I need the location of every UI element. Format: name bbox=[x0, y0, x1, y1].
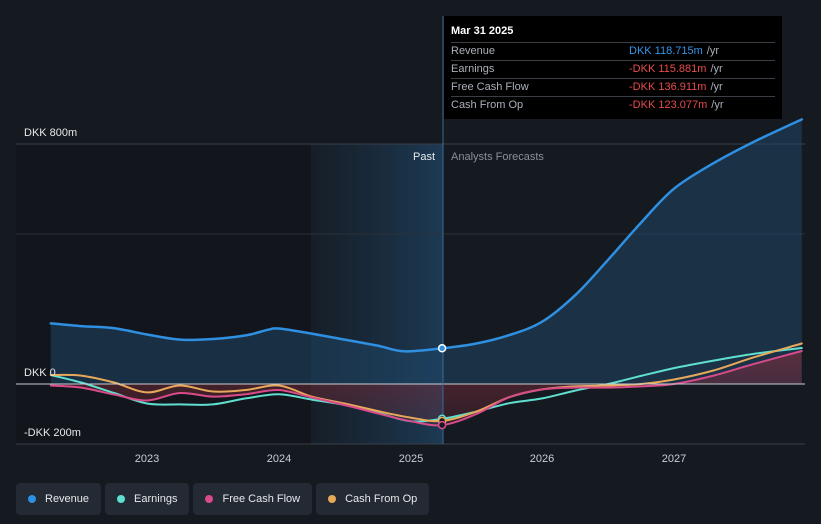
tooltip-value: -DKK 115.881m bbox=[629, 63, 707, 75]
legend-item-cash-from-op[interactable]: Cash From Op bbox=[316, 483, 430, 515]
legend-dot-icon bbox=[117, 495, 126, 503]
legend-item-earnings[interactable]: Earnings bbox=[105, 483, 190, 515]
x-tick-2027: 2027 bbox=[662, 453, 686, 465]
x-tick-2023: 2023 bbox=[135, 453, 159, 465]
forecast-label: Analysts Forecasts bbox=[451, 151, 544, 163]
tooltip-label: Earnings bbox=[451, 63, 495, 75]
tooltip: Mar 31 2025 Revenue DKK 118.715m /yr Ear… bbox=[444, 16, 782, 119]
free-cash-flow-area bbox=[51, 351, 802, 425]
legend: Revenue Earnings Free Cash Flow Cash Fro… bbox=[16, 483, 430, 515]
x-tick-2024: 2024 bbox=[267, 453, 291, 465]
tooltip-row-revenue: Revenue DKK 118.715m /yr bbox=[451, 42, 775, 60]
legend-dot-icon bbox=[205, 495, 214, 503]
x-tick-2026: 2026 bbox=[530, 453, 554, 465]
tooltip-unit: /yr bbox=[711, 99, 724, 111]
hover-dot-revenue bbox=[437, 344, 447, 353]
y-tick-label-neg200: -DKK 200m bbox=[24, 427, 81, 439]
legend-label: Cash From Op bbox=[345, 493, 418, 505]
legend-label: Free Cash Flow bbox=[222, 493, 301, 505]
tooltip-unit: /yr bbox=[710, 81, 723, 93]
tooltip-label: Revenue bbox=[451, 45, 496, 57]
tooltip-date: Mar 31 2025 bbox=[451, 25, 514, 37]
tooltip-label: Free Cash Flow bbox=[451, 81, 529, 93]
series-lines bbox=[49, 118, 804, 427]
hover-dot-free-cash-flow bbox=[437, 420, 447, 430]
series-areas bbox=[50, 119, 802, 425]
legend-label: Earnings bbox=[134, 493, 178, 505]
revenue-area bbox=[50, 119, 802, 385]
series-line-cash-from-op bbox=[49, 342, 803, 423]
legend-dot-icon bbox=[328, 495, 337, 503]
legend-item-revenue[interactable]: Revenue bbox=[16, 483, 102, 515]
tooltip-label: Cash From Op bbox=[451, 99, 524, 111]
series-line-revenue bbox=[49, 118, 804, 353]
hover-dots bbox=[437, 344, 447, 430]
tooltip-unit: /yr bbox=[710, 63, 723, 75]
series-line-free-cash-flow bbox=[49, 350, 803, 427]
tooltip-value: DKK 118.715m bbox=[629, 45, 703, 57]
y-tick-label-800: DKK 800m bbox=[24, 127, 77, 139]
past-shade-dark bbox=[16, 144, 311, 444]
tooltip-row-free-cash-flow: Free Cash Flow -DKK 136.911m /yr bbox=[451, 78, 775, 96]
legend-label: Revenue bbox=[45, 493, 90, 505]
legend-item-free-cash-flow[interactable]: Free Cash Flow bbox=[193, 483, 313, 515]
tooltip-value: -DKK 136.911m bbox=[629, 81, 707, 93]
tooltip-row-earnings: Earnings -DKK 115.881m /yr bbox=[451, 60, 775, 78]
legend-dot-icon bbox=[28, 495, 36, 503]
tooltip-unit: /yr bbox=[706, 45, 720, 57]
past-label: Past bbox=[413, 151, 435, 163]
y-tick-label-0: DKK 0 bbox=[24, 367, 56, 379]
tooltip-row-cash-from-op: Cash From Op -DKK 123.077m /yr bbox=[451, 96, 775, 114]
tooltip-value: -DKK 123.077m bbox=[629, 99, 708, 111]
x-tick-2025: 2025 bbox=[399, 453, 423, 465]
